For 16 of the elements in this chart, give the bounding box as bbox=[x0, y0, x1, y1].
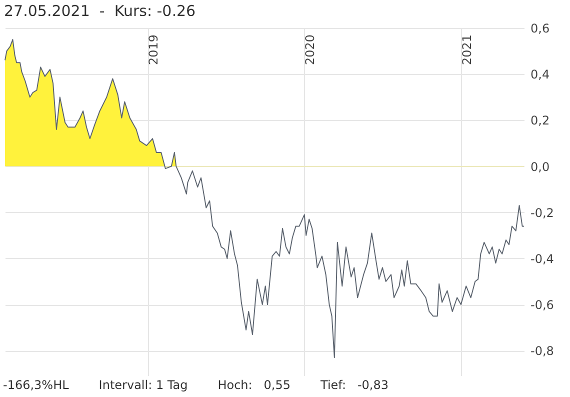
y-tick-label: 0,2 bbox=[530, 114, 550, 128]
y-tick-label: 0,4 bbox=[530, 68, 550, 82]
x-tick-label: 2020 bbox=[302, 34, 317, 66]
y-tick-label: -0,4 bbox=[530, 252, 554, 266]
text: Tief: -0,83 bbox=[320, 378, 389, 392]
chart-title: 27.05.2021 - Kurs: -0,26 bbox=[4, 2, 196, 20]
text: Hoch: 0,55 bbox=[218, 378, 290, 392]
y-tick-label: -0,6 bbox=[530, 298, 554, 312]
y-tick-label: -0,2 bbox=[530, 206, 554, 220]
y-tick-label: -0,8 bbox=[530, 344, 554, 358]
y-tick-label: 0,6 bbox=[530, 22, 550, 36]
x-tick-label: 2021 bbox=[460, 34, 474, 66]
x-tick-label: 2019 bbox=[146, 34, 160, 66]
y-tick-label: 0,0 bbox=[530, 160, 550, 174]
text: Intervall: 1 Tag bbox=[98, 378, 188, 392]
text: -166,3%HL bbox=[3, 378, 69, 392]
